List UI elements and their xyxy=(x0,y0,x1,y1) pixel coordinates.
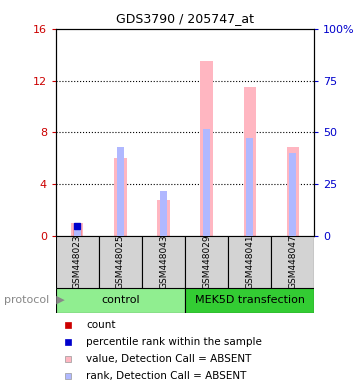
Text: GSM448025: GSM448025 xyxy=(116,235,125,290)
Bar xyxy=(56,236,99,288)
Text: percentile rank within the sample: percentile rank within the sample xyxy=(87,337,262,347)
Bar xyxy=(185,236,228,288)
Text: GSM448029: GSM448029 xyxy=(202,235,211,290)
Bar xyxy=(160,190,168,236)
Text: value, Detection Call = ABSENT: value, Detection Call = ABSENT xyxy=(87,354,252,364)
Bar xyxy=(71,223,83,236)
Text: control: control xyxy=(101,295,140,306)
Text: GSM448047: GSM448047 xyxy=(288,235,297,290)
Text: rank, Detection Call = ABSENT: rank, Detection Call = ABSENT xyxy=(87,371,247,381)
Bar xyxy=(99,236,142,288)
Bar xyxy=(142,236,185,288)
Title: GDS3790 / 205747_at: GDS3790 / 205747_at xyxy=(116,12,254,25)
Text: GSM448043: GSM448043 xyxy=(159,235,168,290)
Bar xyxy=(271,236,314,288)
Bar xyxy=(200,61,213,236)
Bar xyxy=(228,236,271,288)
Bar xyxy=(246,138,253,236)
Text: GSM448023: GSM448023 xyxy=(73,235,82,290)
Bar xyxy=(114,158,126,236)
Text: GSM448041: GSM448041 xyxy=(245,235,254,290)
Bar xyxy=(157,200,170,236)
Text: MEK5D transfection: MEK5D transfection xyxy=(195,295,305,306)
Bar xyxy=(289,153,296,236)
Text: protocol  ▶: protocol ▶ xyxy=(4,295,64,306)
Bar xyxy=(74,224,81,236)
Bar xyxy=(56,288,185,313)
Bar xyxy=(244,87,256,236)
Bar xyxy=(117,147,124,236)
Bar xyxy=(185,288,314,313)
Text: count: count xyxy=(87,320,116,330)
Bar xyxy=(203,129,210,236)
Bar xyxy=(287,147,299,236)
